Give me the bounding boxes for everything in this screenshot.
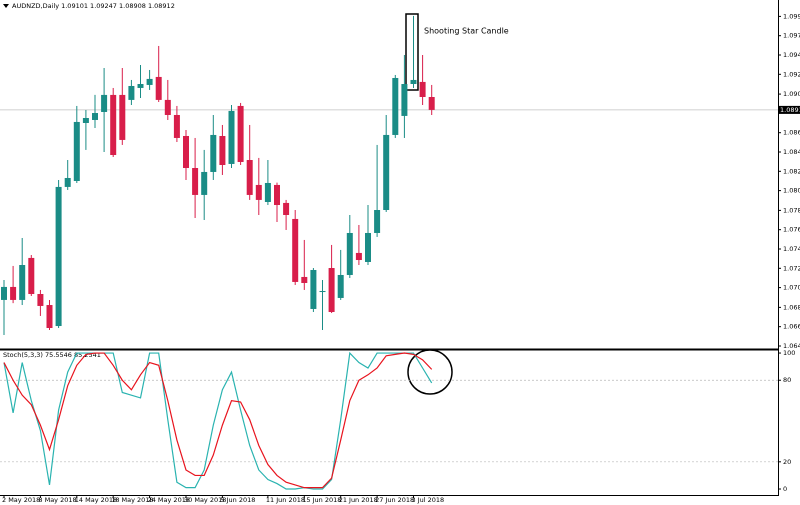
candle-body [219, 135, 226, 165]
candle-body [283, 202, 290, 215]
candle-body [246, 160, 253, 195]
y-tick-label: 1.09700 [783, 32, 800, 40]
candle-body [328, 268, 335, 312]
candle-body [46, 305, 53, 329]
y-tick-label: 1.07640 [783, 226, 800, 234]
candle-body [82, 118, 89, 123]
candle-body [365, 232, 371, 262]
candle-body [110, 94, 117, 156]
indicator-line [3, 352, 433, 489]
x-tick-label: 2 May 2018 [2, 496, 40, 504]
candle-body [255, 184, 262, 200]
x-tick-label: 15 Jun 2018 [302, 496, 341, 504]
candle-body [155, 76, 162, 100]
candle-body [319, 290, 326, 293]
x-tick-label: 5 Jun 2018 [220, 496, 255, 504]
y-tick-label: 0 [783, 485, 787, 493]
chart-title: AUDNZD,Daily 1.09101 1.09247 1.08908 1.0… [12, 2, 175, 10]
candle-body [55, 186, 62, 327]
candle-body [346, 232, 353, 275]
candle-body [119, 94, 126, 140]
x-tick-label: 8 May 2018 [38, 496, 76, 504]
candle-body [410, 79, 417, 85]
y-tick-label: 20 [783, 458, 791, 466]
indicator-title: Stoch(5,3,3) 75.5546 85.2541 [3, 351, 101, 359]
candle-body [264, 182, 271, 203]
x-tick-label: 27 Jun 2018 [375, 496, 414, 504]
candle-body [274, 184, 280, 206]
candle-body [64, 177, 71, 187]
candle-body [301, 276, 308, 283]
candle-body [146, 78, 153, 85]
candle-body [37, 294, 44, 306]
candle-body [73, 121, 80, 182]
x-tick-label: 24 May 2018 [148, 496, 190, 504]
current-price-label: 1.08912 [780, 106, 800, 114]
menu-triangle [3, 4, 9, 8]
candle-body [164, 99, 171, 115]
candle-body [1, 286, 7, 300]
y-tick-label: 1.07845 [783, 206, 800, 214]
candle-body [101, 94, 108, 112]
y-tick-label: 1.08260 [783, 167, 800, 175]
x-tick-label: 18 May 2018 [111, 496, 153, 504]
x-tick-label: 14 May 2018 [75, 496, 117, 504]
candle-body [292, 218, 299, 282]
y-tick-label: 80 [783, 376, 791, 384]
highlight-circle [407, 349, 453, 395]
y-tick-label: 1.07230 [783, 264, 800, 272]
candle-body [310, 269, 317, 309]
candle-body [228, 110, 235, 164]
candle-body [10, 286, 17, 300]
highlight-box [405, 13, 419, 91]
candle-body [237, 105, 244, 162]
candle-body [183, 135, 189, 169]
y-tick-label: 1.08670 [783, 129, 800, 137]
candle-body [210, 134, 217, 172]
indicator-line [3, 351, 433, 490]
candle-body [19, 265, 26, 300]
candle-body [137, 84, 144, 88]
candle-body [355, 252, 362, 261]
y-tick-label: 1.06610 [783, 323, 800, 331]
current-price-box [779, 105, 800, 114]
y-tick-label: 1.07025 [783, 284, 800, 292]
y-tick-label: 1.09080 [783, 90, 800, 98]
x-tick-label: 30 May 2018 [184, 496, 226, 504]
candle-body [383, 134, 390, 211]
y-tick-label: 1.09905 [783, 12, 800, 20]
y-tick-label: 1.06405 [783, 342, 800, 350]
candle-body [173, 114, 180, 138]
candle-body [192, 168, 199, 195]
candle-body [201, 171, 208, 195]
candle-body [337, 274, 344, 298]
x-tick-label: 21 Jun 2018 [339, 496, 378, 504]
candle-body [374, 210, 381, 233]
x-tick-label: 3 Jul 2018 [412, 496, 445, 504]
candle-body [428, 97, 435, 110]
candle-body [401, 84, 408, 116]
candle-body [28, 257, 35, 295]
annotation: Shooting Star Candle [424, 27, 509, 36]
y-tick-label: 1.09495 [783, 51, 800, 59]
y-tick-label: 1.08465 [783, 148, 800, 156]
candle-body [419, 81, 426, 98]
candle-body [392, 77, 399, 135]
y-tick-label: 100 [783, 349, 795, 357]
y-tick-label: 1.06815 [783, 303, 800, 311]
y-tick-label: 1.08055 [783, 187, 800, 195]
y-tick-label: 1.0929 [783, 70, 800, 78]
x-tick-label: 11 Jun 2018 [266, 496, 305, 504]
y-tick-label: 1.07435 [783, 245, 800, 253]
candle-body [92, 113, 98, 120]
candle-body [128, 85, 135, 100]
